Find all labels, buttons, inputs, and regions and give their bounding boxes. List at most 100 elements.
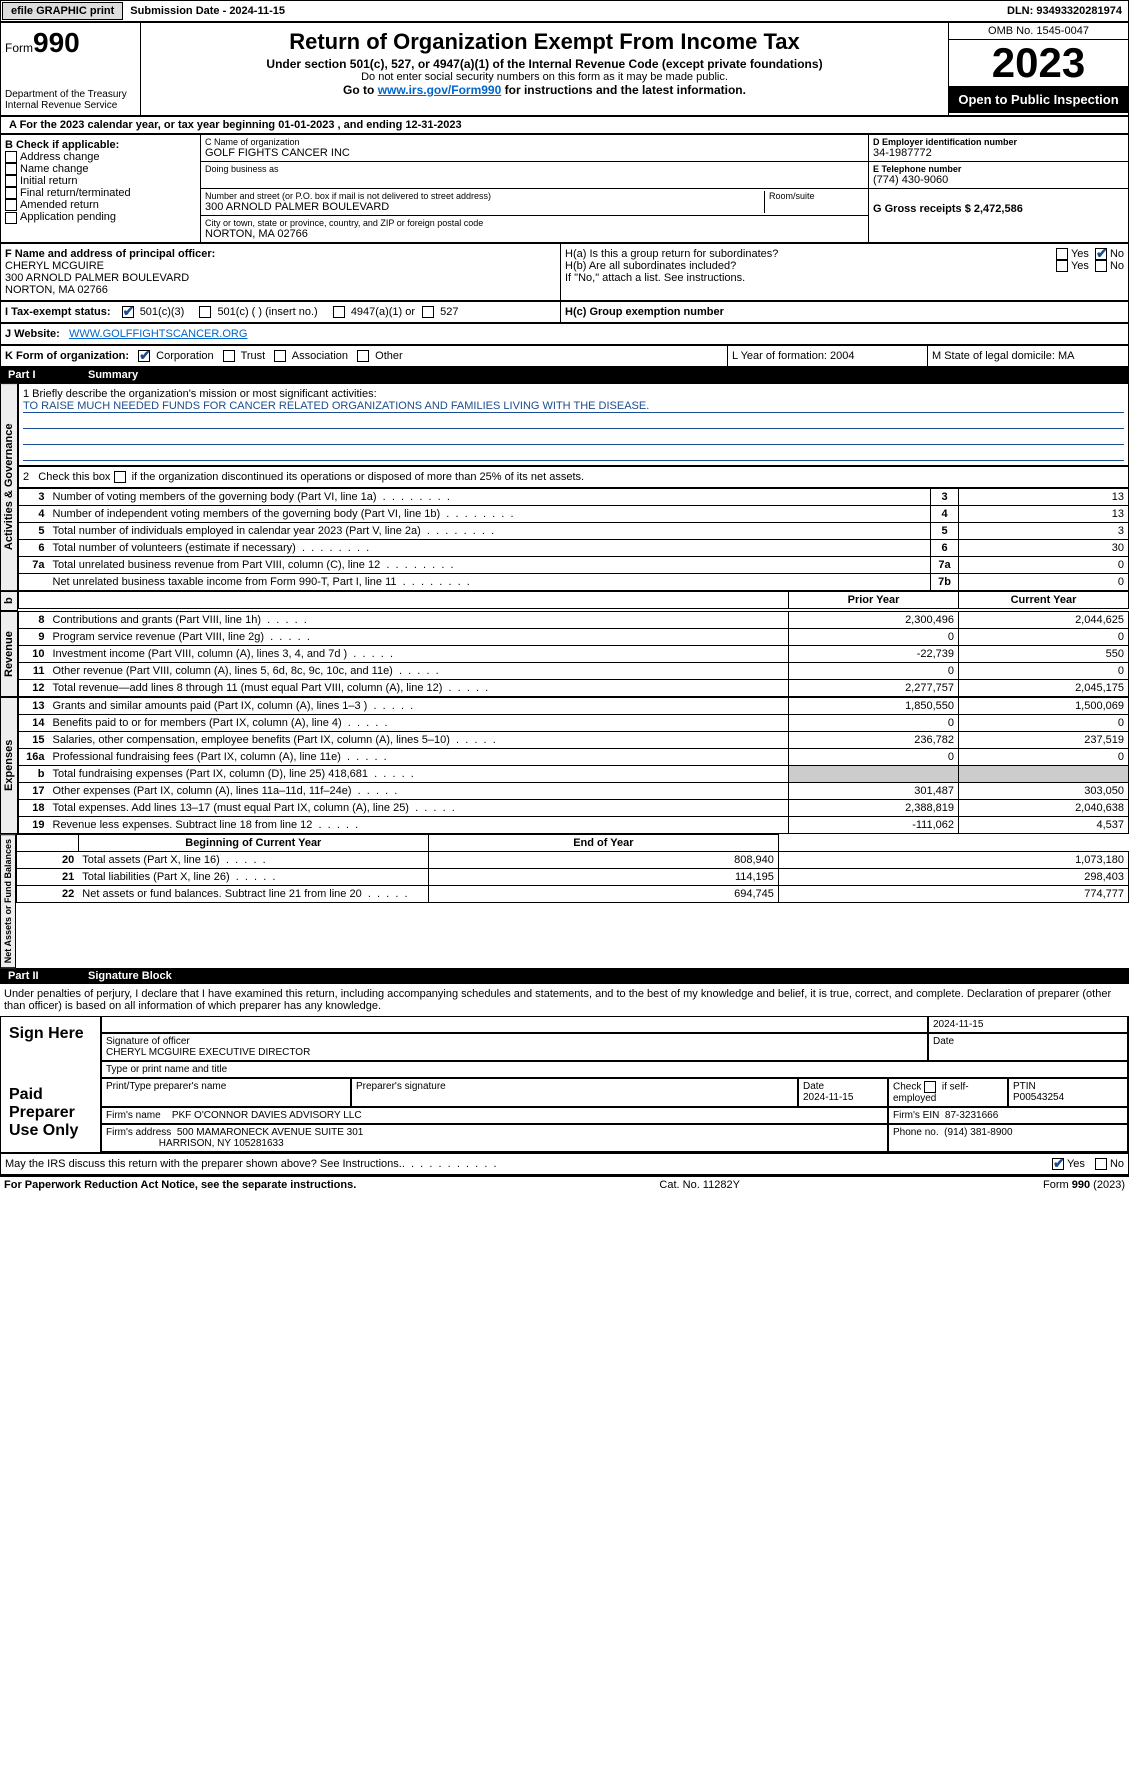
org-name: GOLF FIGHTS CANCER INC xyxy=(205,147,864,159)
preparer-name-label: Print/Type preparer's name xyxy=(101,1078,351,1107)
form-header: Form990 Department of the Treasury Inter… xyxy=(0,22,1129,116)
label-app-pending: Application pending xyxy=(20,211,116,223)
paperwork-notice: For Paperwork Reduction Act Notice, see … xyxy=(4,1179,356,1191)
org-name-label: C Name of organization xyxy=(205,137,864,147)
ptin-value: P00543254 xyxy=(1013,1092,1064,1103)
checkbox-discuss-no[interactable] xyxy=(1095,1158,1107,1170)
checkbox-501c[interactable] xyxy=(199,306,211,318)
sign-here-label: Sign Here xyxy=(1,1017,101,1078)
current-value: 0 xyxy=(959,663,1129,680)
line-num: 11 xyxy=(19,663,49,680)
entity-block: B Check if applicable: Address change Na… xyxy=(0,134,1129,243)
prior-value: 2,277,757 xyxy=(789,680,959,697)
city-state-zip: NORTON, MA 02766 xyxy=(205,228,864,240)
top-bar: efile GRAPHIC print Submission Date - 20… xyxy=(0,0,1129,22)
checkbox-self-employed[interactable] xyxy=(924,1081,936,1093)
checkbox-4947[interactable] xyxy=(333,306,345,318)
line-code: 3 xyxy=(931,489,959,506)
vert-expenses: Expenses xyxy=(0,697,18,834)
label-yes-2: Yes xyxy=(1071,260,1089,272)
checkbox-other[interactable] xyxy=(357,350,369,362)
label-trust: Trust xyxy=(241,350,266,362)
line-value: 0 xyxy=(959,574,1129,591)
prior-value: 114,195 xyxy=(428,869,778,886)
current-value: 2,040,638 xyxy=(959,800,1129,817)
irs-link[interactable]: www.irs.gov/Form990 xyxy=(378,83,502,97)
label-assoc: Association xyxy=(292,350,348,362)
firm-name: PKF O'CONNOR DAVIES ADVISORY LLC xyxy=(172,1110,362,1121)
line-2-label: 2 Check this box xyxy=(23,471,114,483)
line-num: 12 xyxy=(19,680,49,697)
checkbox-discuss-yes[interactable] xyxy=(1052,1158,1064,1170)
dba-label: Doing business as xyxy=(205,164,864,174)
line-desc: Total revenue—add lines 8 through 11 (mu… xyxy=(49,680,789,697)
line-num: 10 xyxy=(19,646,49,663)
firm-ein-label: Firm's EIN xyxy=(893,1110,939,1121)
firm-phone: (914) 381-8900 xyxy=(944,1127,1012,1138)
checkbox-assoc[interactable] xyxy=(274,350,286,362)
current-value: 2,045,175 xyxy=(959,680,1129,697)
checkbox-corp[interactable] xyxy=(138,350,150,362)
section-b-header: B Check if applicable: xyxy=(5,139,119,151)
checkbox-hb-yes[interactable] xyxy=(1056,260,1068,272)
city-label: City or town, state or province, country… xyxy=(205,218,864,228)
section-a-taxyear: A For the 2023 calendar year, or tax yea… xyxy=(0,116,1129,134)
checkbox-ha-no[interactable] xyxy=(1095,248,1107,260)
ptin-label: PTIN xyxy=(1013,1081,1036,1092)
label-address-change: Address change xyxy=(20,151,100,163)
website-value[interactable]: WWW.GOLFFIGHTSCANCER.ORG xyxy=(69,328,247,340)
prior-value: 301,487 xyxy=(789,783,959,800)
checkbox-initial-return[interactable] xyxy=(5,175,17,187)
checkbox-address-change[interactable] xyxy=(5,151,17,163)
current-value: 0 xyxy=(959,629,1129,646)
prep-date: 2024-11-15 xyxy=(803,1092,853,1103)
line-desc: Professional fundraising fees (Part IX, … xyxy=(49,749,789,766)
ein-label: D Employer identification number xyxy=(873,137,1017,147)
prior-value: 0 xyxy=(789,715,959,732)
checkbox-discontinued[interactable] xyxy=(114,471,126,483)
firm-addr: 500 MAMARONECK AVENUE SUITE 301 xyxy=(177,1127,364,1138)
label-corp: Corporation xyxy=(156,350,213,362)
line-num xyxy=(19,574,49,591)
firm-name-label: Firm's name xyxy=(106,1110,161,1121)
line-num: 6 xyxy=(19,540,49,557)
part-1-num: Part I xyxy=(8,369,88,381)
line-value: 3 xyxy=(959,523,1129,540)
label-4947: 4947(a)(1) or xyxy=(351,306,415,318)
label-final-return: Final return/terminated xyxy=(20,187,131,199)
line-num: 21 xyxy=(17,869,79,886)
prior-value: 0 xyxy=(789,629,959,646)
prior-value: 808,940 xyxy=(428,852,778,869)
line-num: 20 xyxy=(17,852,79,869)
form-id-footer: Form 990 (2023) xyxy=(1043,1179,1125,1191)
prep-date-label: Date xyxy=(803,1081,824,1092)
checkbox-final-return[interactable] xyxy=(5,187,17,199)
line-num: 14 xyxy=(19,715,49,732)
label-discuss-yes: Yes xyxy=(1067,1158,1085,1170)
mission-text: TO RAISE MUCH NEEDED FUNDS FOR CANCER RE… xyxy=(23,400,1124,413)
checkbox-amended[interactable] xyxy=(5,199,17,211)
line-desc: Total liabilities (Part X, line 26) . . … xyxy=(78,869,428,886)
checkbox-527[interactable] xyxy=(422,306,434,318)
label-name-change: Name change xyxy=(20,163,89,175)
checkbox-ha-yes[interactable] xyxy=(1056,248,1068,260)
form-prefix: Form xyxy=(5,41,33,55)
expenses-table: 13 Grants and similar amounts paid (Part… xyxy=(18,697,1129,834)
part-2-num: Part II xyxy=(8,970,88,982)
checkbox-name-change[interactable] xyxy=(5,163,17,175)
efile-button[interactable]: efile GRAPHIC print xyxy=(2,2,123,20)
checkbox-app-pending[interactable] xyxy=(5,212,17,224)
checkbox-hb-no[interactable] xyxy=(1095,260,1107,272)
officer-addr1: 300 ARNOLD PALMER BOULEVARD xyxy=(5,272,556,284)
checkbox-501c3[interactable] xyxy=(122,306,134,318)
label-501c3: 501(c)(3) xyxy=(140,306,185,318)
label-discuss-no: No xyxy=(1110,1158,1124,1170)
line-code: 6 xyxy=(931,540,959,557)
current-value: 0 xyxy=(959,715,1129,732)
ha-label: H(a) Is this a group return for subordin… xyxy=(565,248,1056,260)
firm-ein: 87-3231666 xyxy=(945,1110,998,1121)
prior-value: 0 xyxy=(789,663,959,680)
checkbox-trust[interactable] xyxy=(223,350,235,362)
vert-governance: Activities & Governance xyxy=(0,383,18,591)
current-value: 237,519 xyxy=(959,732,1129,749)
